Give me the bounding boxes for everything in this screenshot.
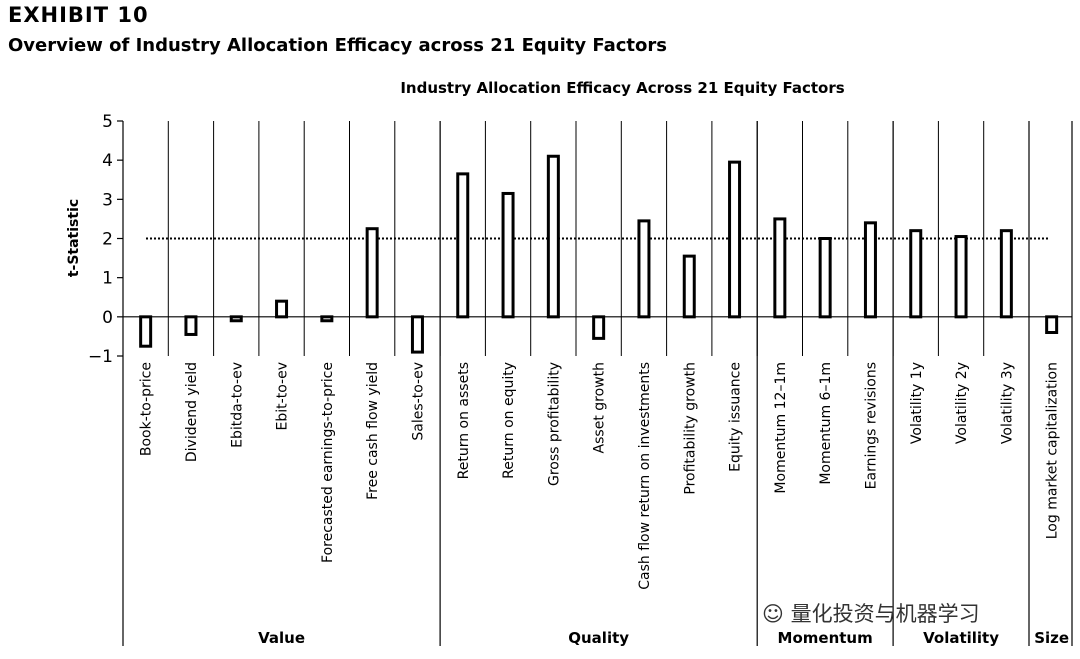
category-label: Equity issuance <box>728 362 744 472</box>
bar <box>999 229 1013 319</box>
bar <box>275 299 289 319</box>
category-label: Asset growth <box>592 362 608 453</box>
group-label: Size <box>1034 629 1069 647</box>
group-label: Volatility <box>923 629 999 647</box>
page-subtitle: Overview of Industry Allocation Efficacy… <box>8 35 667 56</box>
wechat-icon: ☺ <box>762 602 784 626</box>
bar <box>637 219 651 319</box>
y-tick-label: 5 <box>102 112 113 132</box>
bar <box>773 217 787 319</box>
group-label: Momentum <box>778 629 873 647</box>
bar <box>501 191 515 319</box>
bar <box>410 315 424 354</box>
bar <box>682 254 696 319</box>
y-tick-label: 3 <box>102 190 113 210</box>
category-label: Return on equity <box>501 362 517 479</box>
bar <box>456 172 470 319</box>
y-tick-label: 1 <box>102 269 113 289</box>
category-label: Return on assets <box>456 362 472 479</box>
bar <box>229 315 243 323</box>
bar <box>863 221 877 319</box>
bar <box>954 235 968 319</box>
bar <box>365 227 379 319</box>
category-label: Log market capitalization <box>1045 362 1061 539</box>
chart-title: Industry Allocation Efficacy Across 21 E… <box>400 79 845 97</box>
category-label: Volatility 2y <box>954 362 970 444</box>
y-tick-label: −1 <box>88 347 113 367</box>
category-label: Momentum 12–1m <box>773 362 789 494</box>
watermark: ☺ 量化投资与机器学习 <box>762 598 980 628</box>
bar <box>1045 315 1059 335</box>
category-label: Sales-to-ev <box>410 362 426 441</box>
y-tick-label: 0 <box>102 308 113 328</box>
group-label: Quality <box>568 629 629 647</box>
category-label: Momentum 6–1m <box>818 362 834 485</box>
category-label: Volatility 1y <box>909 362 925 444</box>
group-label: Value <box>258 629 305 647</box>
category-label: Ebitda-to-ev <box>229 362 245 448</box>
label-layer: −1 0 1 2 3 4 5 Value Quality Momentum Volatility Si… <box>88 112 1069 647</box>
bar <box>592 315 606 340</box>
category-label: Forecasted earnings-to-price <box>320 362 336 563</box>
axis-layer <box>117 120 1073 646</box>
bar <box>818 237 832 319</box>
category-label: Book-to-price <box>139 362 155 456</box>
bar <box>139 315 153 348</box>
bar <box>184 315 198 336</box>
y-tick-label: 4 <box>102 151 113 171</box>
category-label: Free cash flow yield <box>365 362 381 500</box>
watermark-text: 量化投资与机器学习 <box>790 602 980 626</box>
category-label: Dividend yield <box>184 362 200 462</box>
bar <box>546 154 560 319</box>
y-tick-label: 2 <box>102 230 113 250</box>
category-label: Ebit-to-ev <box>275 362 291 430</box>
bar <box>320 315 334 323</box>
exhibit-label: EXHIBIT 10 <box>8 3 149 27</box>
y-axis-label: t-Statistic <box>66 199 82 277</box>
bar <box>909 229 923 319</box>
category-label: Gross profitability <box>546 362 562 486</box>
category-label: Earnings revisions <box>863 362 879 489</box>
category-label: Profitability growth <box>682 362 698 495</box>
category-label: Cash flow return on investments <box>637 362 653 590</box>
bar-layer <box>139 154 1059 354</box>
category-label: Volatility 3y <box>999 362 1015 444</box>
bar <box>728 160 742 319</box>
